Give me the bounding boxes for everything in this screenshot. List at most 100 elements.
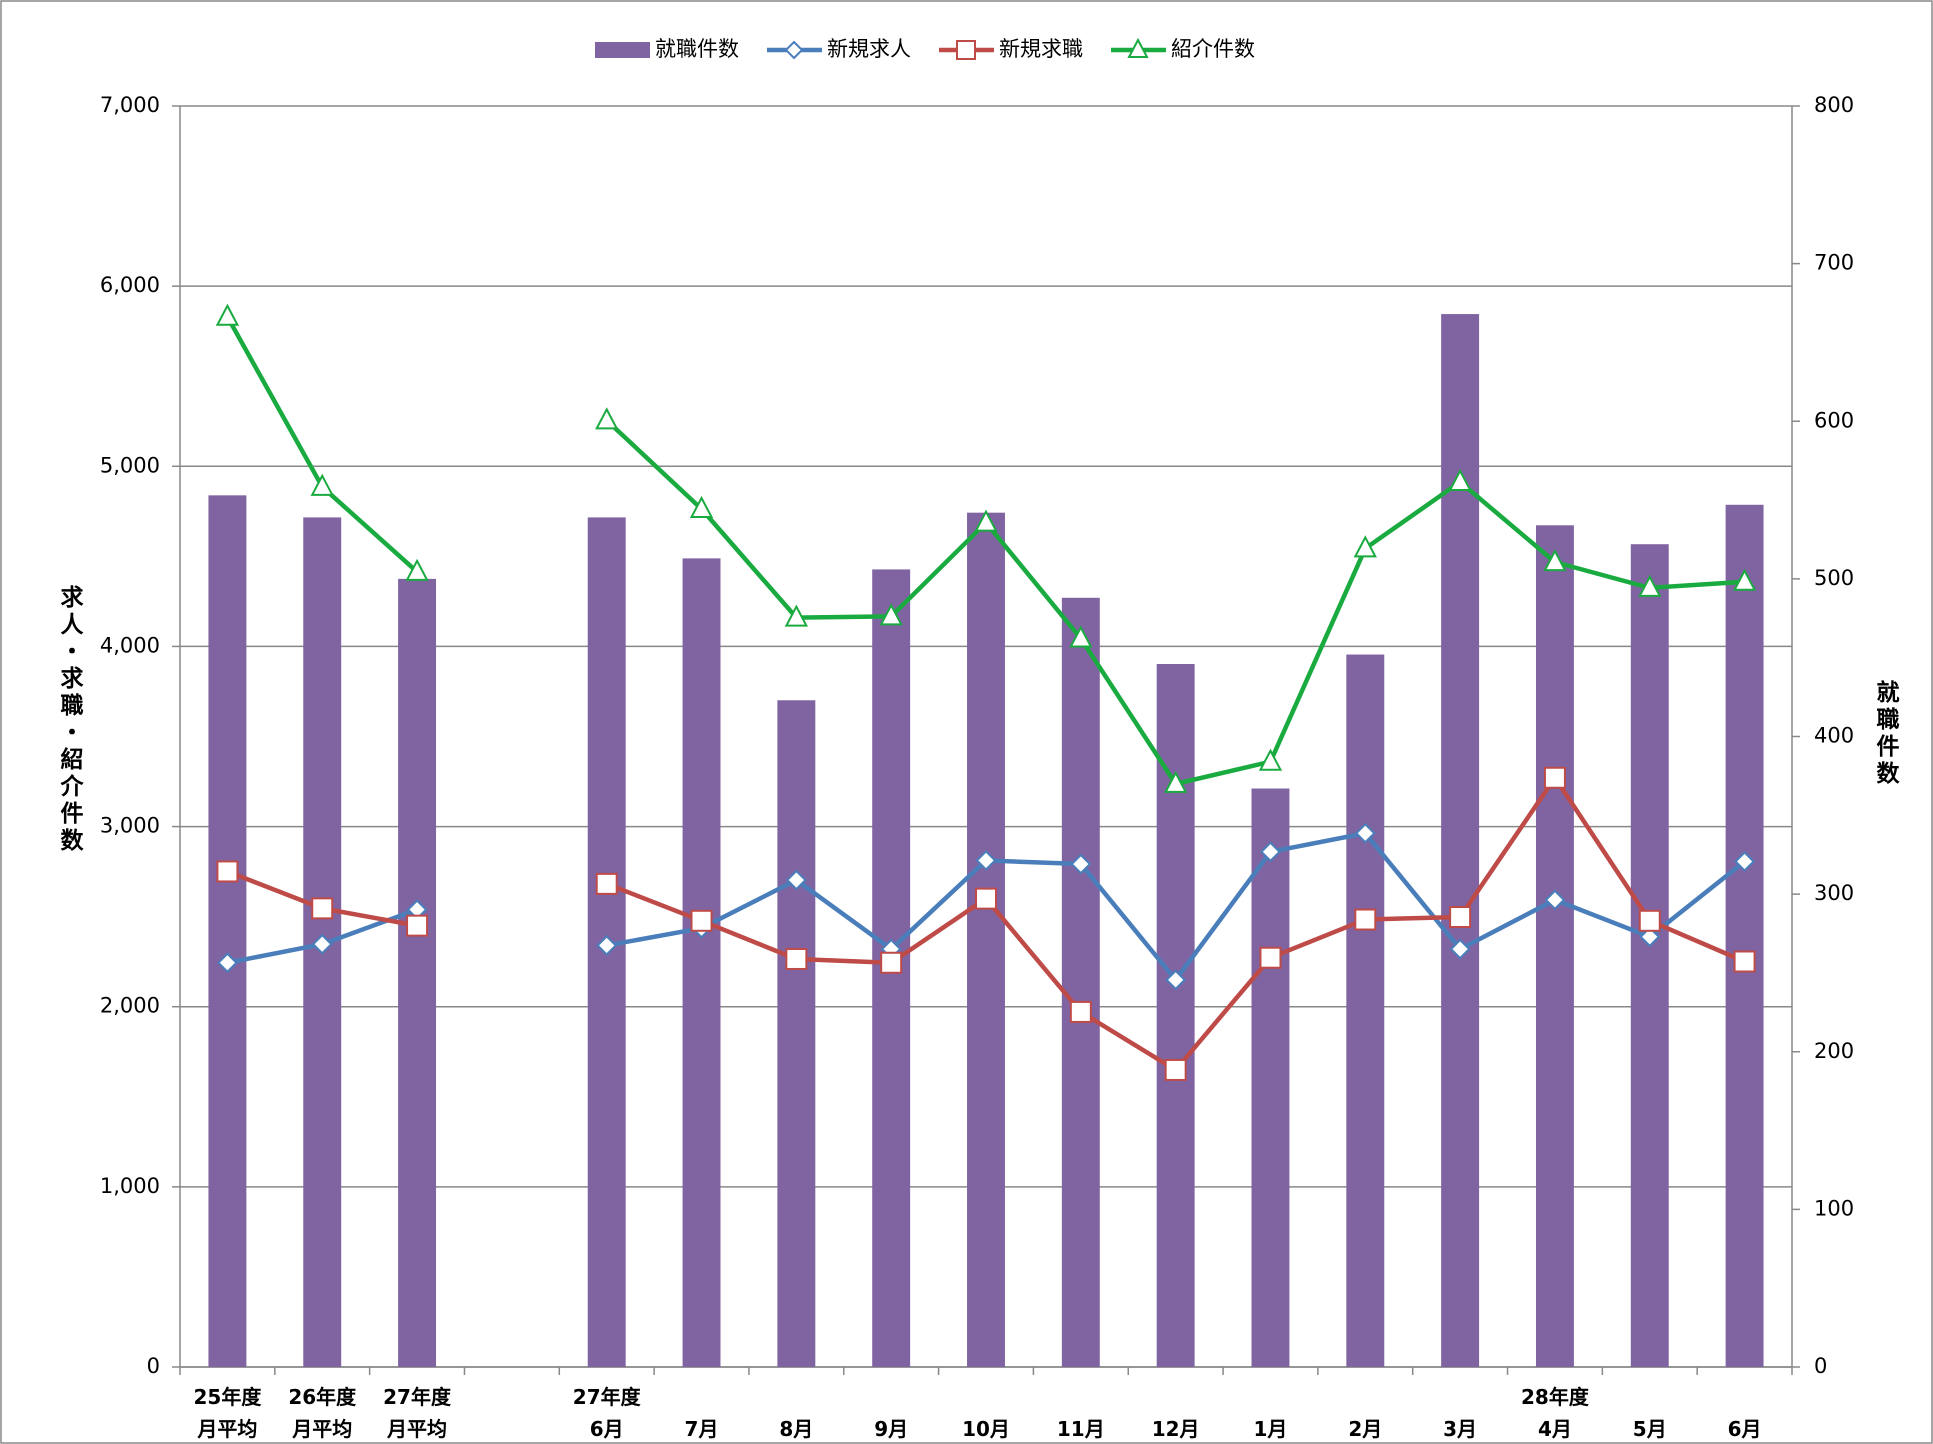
line-marker [1163,770,1188,793]
bar [1535,525,1574,1367]
y-tick-label: 5,000 [100,453,160,477]
line-marker [975,850,997,871]
y-tick-label: 3,000 [100,814,160,838]
line-marker [1353,535,1377,558]
line-marker [1354,822,1376,844]
y2-tick-label: 800 [1814,93,1854,117]
line-marker [311,897,334,920]
line-marker [1354,908,1377,931]
bar [208,495,247,1367]
x-tick-label: 27年度 6月 [572,1385,641,1441]
line-marker [1258,748,1283,771]
legend-label: 新規求職 [999,37,1083,61]
y2-tick-label: 200 [1814,1039,1854,1063]
y2-tick-label: 600 [1814,408,1854,432]
legend: 就職件数 新規求人 新規求職 紹介件数 [595,37,1255,61]
line-marker [310,473,334,496]
line-marker [1449,906,1472,929]
y-tick-label: 6,000 [100,273,160,297]
line-marker [1069,625,1093,648]
line-marker [1732,568,1757,591]
bar [1630,544,1669,1367]
line-marker [215,303,240,326]
legend-marker [1127,37,1149,58]
line-marker [311,933,333,955]
line-marker [1260,841,1281,863]
bar [1061,597,1100,1367]
line-marker [689,495,714,518]
x-tick-label: 12月 [1151,1417,1200,1441]
bar [398,578,437,1367]
line-marker [1449,938,1471,960]
line-marker [975,887,997,910]
bar [967,512,1005,1367]
x-tick-label: 2月 [1348,1417,1383,1441]
bar [1725,504,1764,1367]
legend-label: 就職件数 [655,37,739,61]
y2-tick-label: 300 [1814,881,1854,905]
line-marker [1069,1000,1092,1023]
line-marker [785,947,808,970]
legend-label: 新規求人 [827,37,911,61]
y-tick-label: 2,000 [100,994,160,1018]
x-tick-label: 5月 [1632,1417,1667,1441]
x-tick-label: 26年度 月平均 [288,1385,357,1441]
line-marker [1639,926,1661,948]
y2-tick-label: 0 [1814,1354,1827,1378]
bar [777,700,816,1367]
line-marker [1164,1058,1187,1081]
y-axis-title: 求人・求職・紹介件数 [56,585,82,855]
line-marker [1544,889,1566,911]
y-tick-label: 7,000 [100,93,160,117]
line-marker [216,952,238,974]
legend-marker [956,40,976,60]
line-marker [1733,950,1756,973]
x-tick-label: 1月 [1253,1417,1288,1441]
line-marker [1070,853,1092,875]
line-marker [879,603,903,626]
line-marker [784,604,809,627]
line-marker [406,914,429,937]
line-marker [1638,909,1661,932]
y2-tick-label: 400 [1814,724,1854,748]
x-tick-label: 8月 [779,1417,814,1441]
line-marker [595,407,619,430]
line-marker [596,935,618,956]
bar [1346,654,1385,1367]
line-marker [1259,946,1282,969]
y2-tick-label: 700 [1814,251,1854,275]
x-tick-label: 25年度 月平均 [193,1385,262,1441]
x-tick-label: 27年度 月平均 [383,1385,451,1441]
y-tick-label: 0 [147,1354,160,1378]
x-tick-label: 11月 [1056,1417,1105,1441]
line-marker [1638,574,1662,597]
line-marker [405,558,429,581]
legend-marker [784,40,804,60]
legend-swatch [595,42,650,58]
bar [1251,788,1290,1367]
line-marker [1734,851,1756,872]
line-marker [595,872,618,895]
line-marker [1448,468,1472,491]
line-marker [880,951,903,974]
line-marker [974,509,998,532]
legend-label: 紹介件数 [1171,37,1255,61]
line-marker [1543,548,1567,572]
x-tick-label: 7月 [684,1417,719,1441]
bar [682,558,721,1367]
x-tick-label: 10月 [962,1417,1010,1441]
x-tick-label: 6月 [1727,1417,1762,1441]
x-tick-label: 9月 [874,1417,909,1441]
y2-axis-title: 就職件数 [1872,680,1898,788]
x-tick-label: 28年度 4月 [1521,1385,1589,1441]
y2-tick-label: 500 [1814,566,1854,590]
y-tick-label: 1,000 [100,1174,160,1198]
bar [1156,663,1195,1367]
line-marker [785,869,807,891]
line-marker [690,909,713,932]
line-marker [1165,969,1187,991]
y2-tick-label: 100 [1814,1196,1854,1220]
y-tick-label: 4,000 [100,633,160,657]
